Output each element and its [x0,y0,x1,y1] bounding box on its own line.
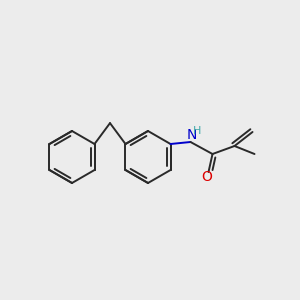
Text: N: N [186,128,197,142]
Text: O: O [201,170,212,184]
Text: H: H [193,126,202,136]
